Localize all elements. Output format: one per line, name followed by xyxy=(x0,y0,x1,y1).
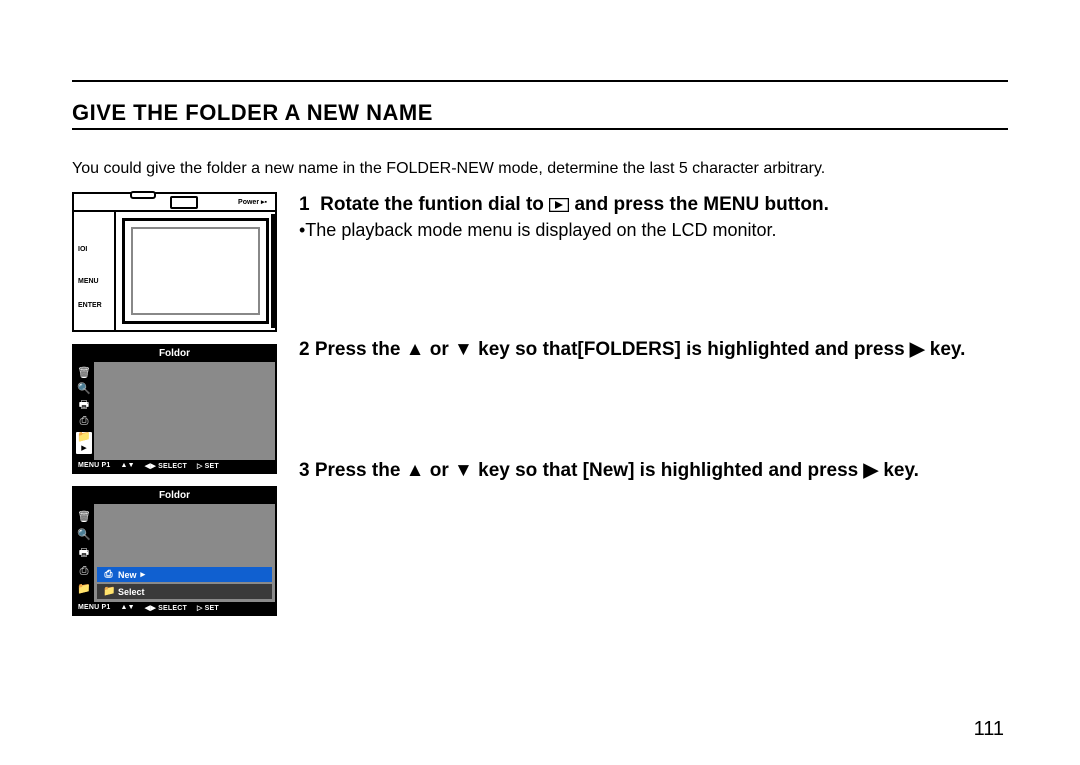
lcd-screenshot-2: Foldor 🗑 🔍 🖶 ⎙ 📁 ⎙ New ▸ xyxy=(72,486,277,616)
footer-select-label: ◀▶ SELECT xyxy=(145,462,187,470)
footer-set-label: ▷ SET xyxy=(197,462,219,470)
protect-icon: ⎙ xyxy=(103,569,114,580)
print-icon: 🖶 xyxy=(79,548,89,559)
lcd1-header: Foldor xyxy=(74,346,275,362)
lcd2-footer: MENU P1 ▲▼ ◀▶ SELECT ▷ SET xyxy=(74,602,275,614)
zoom-icon: 🔍 xyxy=(77,530,91,541)
lcd2-header: Foldor xyxy=(74,488,275,504)
footer-updown-icon: ▲▼ xyxy=(121,604,135,612)
lcd1-main xyxy=(94,362,275,460)
lcd-screenshot-1: Foldor 🗑 🔍 🖶 ⎙ 📁▸ MENU P1 ▲▼ ◀▶ SELECT xyxy=(72,344,277,474)
step-1-sub: •The playback mode menu is displayed on … xyxy=(299,220,1008,241)
intro-text: You could give the folder a new name in … xyxy=(72,160,1008,178)
lcd2-sidebar: 🗑 🔍 🖶 ⎙ 📁 xyxy=(74,504,94,602)
rule-under-title xyxy=(72,128,1008,130)
lcd1-footer: MENU P1 ▲▼ ◀▶ SELECT ▷ SET xyxy=(74,460,275,472)
protect-icon: ⎙ xyxy=(80,566,89,577)
chevron-right-icon: ▸ xyxy=(141,569,146,580)
footer-set-label: ▷ SET xyxy=(197,604,219,612)
manual-page: GIVE THE FOLDER A NEW NAME You could giv… xyxy=(0,0,1080,656)
camera-enter-label: ENTER xyxy=(78,302,102,309)
print-icon: 🖶 xyxy=(79,400,89,411)
footer-menu-label: MENU P1 xyxy=(78,604,111,612)
folder-icon: 📁▸ xyxy=(76,432,92,454)
section-title: GIVE THE FOLDER A NEW NAME xyxy=(72,100,1008,126)
camera-diagram: Power ▸▪ IOI MENU ENTER xyxy=(72,192,277,332)
footer-menu-label: MENU P1 xyxy=(78,462,111,470)
trash-icon: 🗑 xyxy=(77,368,91,379)
folder-icon: 📁 xyxy=(77,584,91,595)
protect-icon: ⎙ xyxy=(80,416,89,427)
step-2: 2 Press the ▲ or ▼ key so that[FOLDERS] … xyxy=(299,337,1008,363)
footer-updown-icon: ▲▼ xyxy=(121,462,135,470)
footer-select-label: ◀▶ SELECT xyxy=(145,604,187,612)
camera-lcd-frame xyxy=(122,218,269,324)
lcd1-sidebar: 🗑 🔍 🖶 ⎙ 📁▸ xyxy=(74,362,94,460)
playback-icon xyxy=(549,198,569,212)
camera-menu-label: MENU xyxy=(78,278,99,285)
camera-hotshoe xyxy=(170,196,198,209)
lcd2-row-select: 📁 Select xyxy=(97,584,272,599)
lcd2-main: ⎙ New ▸ 📁 Select xyxy=(94,504,275,602)
page-number: 111 xyxy=(974,718,1004,741)
step-2-heading: 2 Press the ▲ or ▼ key so that[FOLDERS] … xyxy=(299,337,1008,363)
camera-power-label: Power ▸▪ xyxy=(238,198,267,206)
camera-lcd-inner xyxy=(131,227,260,315)
lcd2-row-select-label: Select xyxy=(118,587,145,597)
steps-column: 1 Rotate the funtion dial to and press t… xyxy=(299,192,1008,616)
lcd2-row-new-label: New xyxy=(118,570,137,580)
camera-grip xyxy=(271,214,276,328)
camera-zoom-label: IOI xyxy=(78,246,87,253)
trash-icon: 🗑 xyxy=(77,512,91,523)
camera-dial xyxy=(130,191,156,199)
step-3-heading: 3 Press the ▲ or ▼ key so that [New] is … xyxy=(299,458,1008,484)
camera-button-strip: IOI MENU ENTER xyxy=(74,212,116,330)
step-3: 3 Press the ▲ or ▼ key so that [New] is … xyxy=(299,458,1008,484)
lcd2-row-new: ⎙ New ▸ xyxy=(97,567,272,582)
folder-icon: 📁 xyxy=(103,586,114,597)
content-columns: Power ▸▪ IOI MENU ENTER Foldor 🗑 🔍 xyxy=(72,192,1008,616)
illustration-column: Power ▸▪ IOI MENU ENTER Foldor 🗑 🔍 xyxy=(72,192,277,616)
step-1-heading: 1 Rotate the funtion dial to and press t… xyxy=(299,192,1008,218)
rule-top xyxy=(72,80,1008,82)
zoom-icon: 🔍 xyxy=(77,384,91,395)
step-1: 1 Rotate the funtion dial to and press t… xyxy=(299,192,1008,241)
